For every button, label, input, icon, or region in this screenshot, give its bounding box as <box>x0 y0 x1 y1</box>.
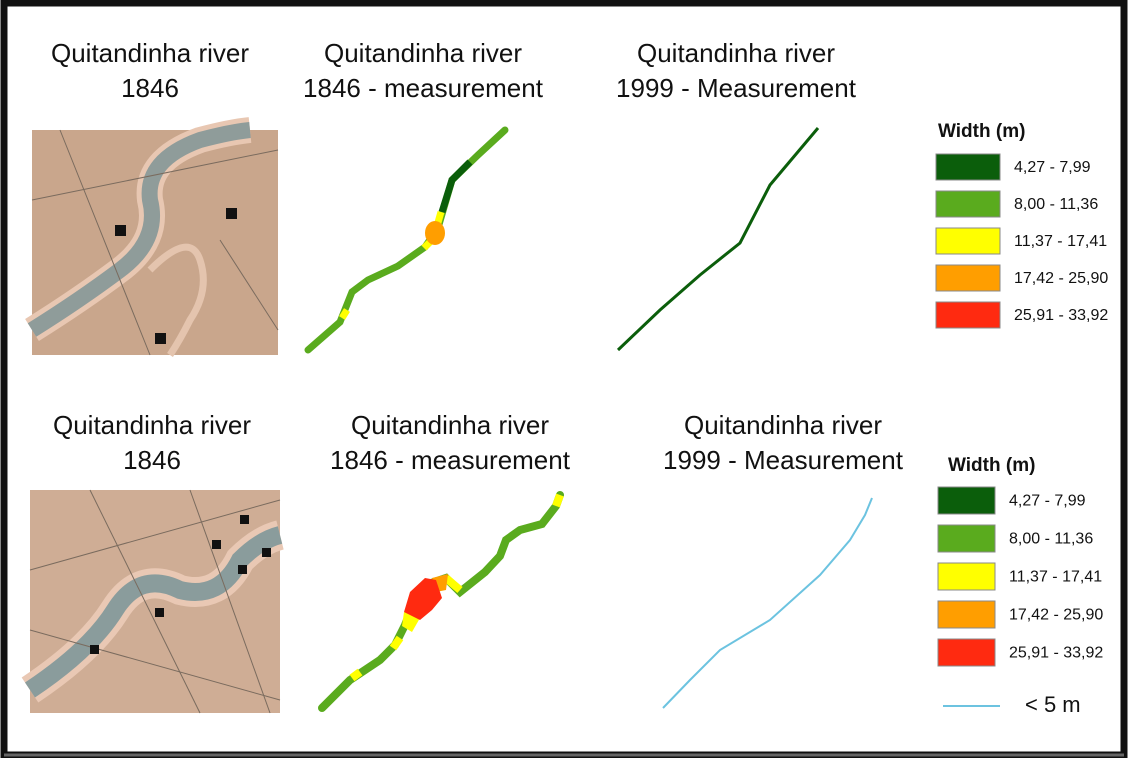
legend-title: Width (m) <box>948 455 1035 476</box>
legend-title: Width (m) <box>938 121 1025 142</box>
panel-title: Quitandinha river <box>637 38 835 68</box>
panel-title: Quitandinha river <box>684 410 882 440</box>
legend-swatch <box>938 487 995 514</box>
panel-title: 1999 - Measurement <box>663 445 904 475</box>
panel-title: Quitandinha river <box>51 38 249 68</box>
legend-label: 8,00 - 11,36 <box>1014 196 1098 213</box>
panel-title: Quitandinha river <box>351 410 549 440</box>
panel-title: Quitandinha river <box>324 38 522 68</box>
legend-label: 25,91 - 33,92 <box>1014 307 1108 324</box>
panel-title: 1999 - Measurement <box>616 73 857 103</box>
legend-swatch <box>938 639 995 666</box>
legend-swatch <box>936 154 1000 180</box>
legend-label: 17,42 - 25,90 <box>1009 607 1103 624</box>
figure: Quitandinha river 1846 Quitandinha river 18… <box>0 0 1132 758</box>
legend-label: 4,27 - 7,99 <box>1009 493 1086 510</box>
legend-label: 17,42 - 25,90 <box>1014 270 1108 287</box>
legend-swatch <box>938 563 995 590</box>
panel-title: 1846 <box>121 73 179 103</box>
old-map-2 <box>30 490 280 713</box>
legend-label: 4,27 - 7,99 <box>1014 159 1091 176</box>
legend-label: 11,37 - 17,41 <box>1009 569 1102 586</box>
legend-swatch <box>936 191 1000 217</box>
panel-title: 1846 <box>123 445 181 475</box>
legend-swatch <box>936 265 1000 291</box>
panel-title: 1846 - measurement <box>330 445 571 475</box>
page: Quitandinha river 1846 Quitandinha river 18… <box>0 0 1132 758</box>
legend-label: 8,00 - 11,36 <box>1009 531 1093 548</box>
legend-swatch <box>936 302 1000 328</box>
legend-label: 11,37 - 17,41 <box>1014 233 1107 250</box>
legend-swatch <box>938 525 995 552</box>
legend-label: < 5 m <box>1025 692 1081 717</box>
legend-label: 25,91 - 33,92 <box>1009 645 1103 662</box>
old-map-1 <box>32 130 278 355</box>
legend-swatch <box>938 601 995 628</box>
panel-title: Quitandinha river <box>53 410 251 440</box>
panel-title: 1846 - measurement <box>303 73 544 103</box>
legend-swatch <box>936 228 1000 254</box>
